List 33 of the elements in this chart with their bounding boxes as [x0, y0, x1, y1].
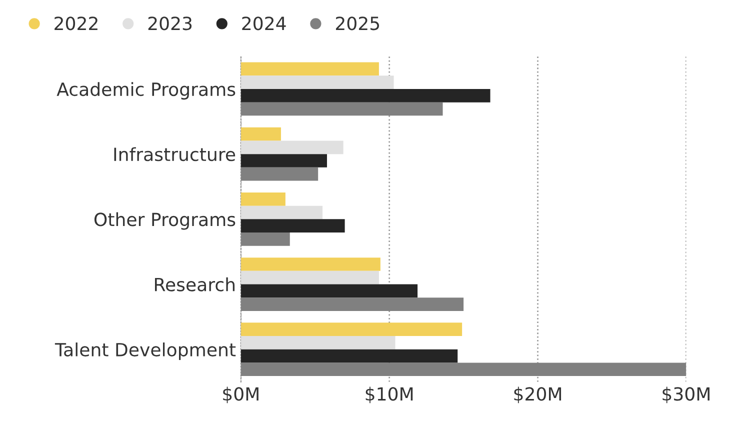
y-tick-label: Academic Programs — [56, 82, 236, 100]
bar — [240, 140, 344, 154]
y-tick-label: Research — [155, 277, 235, 292]
bar — [240, 336, 396, 350]
bar — [240, 270, 379, 284]
x-tick-label: $10M — [366, 386, 413, 404]
legend-label: 2023 — [148, 16, 192, 30]
bar — [240, 76, 394, 89]
bar — [240, 154, 327, 168]
bar — [240, 219, 345, 233]
y-tick-label: Infrastructure — [114, 147, 236, 162]
x-tick-label: $20M — [514, 386, 562, 404]
bar — [240, 349, 458, 363]
bar — [240, 88, 490, 102]
legend-label: 2022 — [54, 16, 98, 30]
bar — [240, 192, 286, 206]
bar — [240, 284, 418, 298]
bar — [240, 127, 281, 141]
bar — [240, 232, 290, 246]
y-tick-label: Other Programs — [94, 212, 236, 230]
legend-label: 2024 — [242, 16, 286, 30]
legend-label: 2025 — [336, 16, 380, 30]
x-tick-label: $30M — [662, 386, 710, 404]
bar — [240, 167, 318, 181]
bar — [240, 258, 380, 271]
bar — [240, 206, 323, 220]
bar — [240, 322, 462, 336]
y-tick-label: Talent Development — [54, 342, 236, 360]
bar — [240, 62, 379, 76]
x-tick-label: $0M — [223, 386, 258, 404]
bar — [240, 298, 464, 311]
bar — [240, 362, 686, 376]
bar — [240, 102, 443, 116]
